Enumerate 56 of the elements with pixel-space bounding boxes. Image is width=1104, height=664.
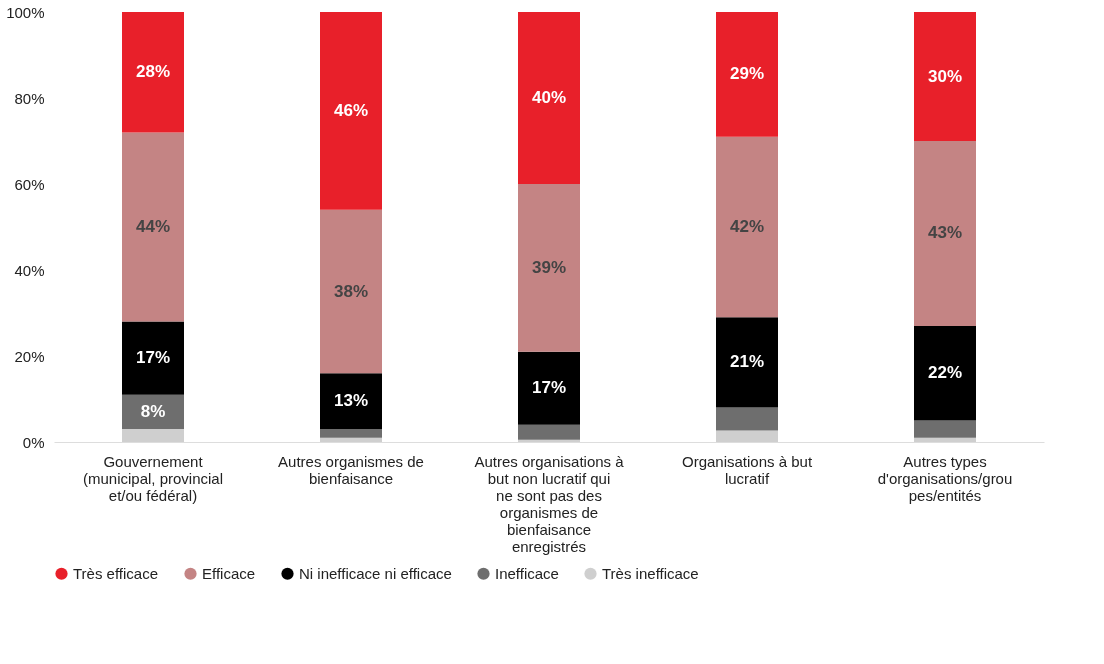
data-label: 29% <box>729 64 765 84</box>
bar <box>716 317 778 408</box>
bar <box>716 12 778 137</box>
data-label: 17% <box>135 348 171 368</box>
legend-label: Très inefficace <box>602 564 699 582</box>
y-tick-label: 100% <box>6 3 45 21</box>
bar <box>518 184 580 352</box>
x-tick-label: Autres organisations à but non lucratif qui ne sont pas des organismes de bienfaisance enregistrés <box>474 452 625 555</box>
x-tick-label: Autres types d'organisations/grou pes/entités <box>877 452 1013 504</box>
data-label: 28% <box>135 62 171 82</box>
data-label: 17% <box>531 378 567 398</box>
bar <box>518 12 580 184</box>
data-label: 43% <box>927 223 963 243</box>
bar <box>320 373 382 430</box>
bar <box>320 12 382 210</box>
x-tick-label: Autres organismes de bienfaisance <box>278 452 424 487</box>
y-tick-label: 20% <box>14 347 45 365</box>
legend-label: Ni inefficace ni efficace <box>299 564 452 582</box>
bar <box>914 325 976 421</box>
bar <box>320 209 382 374</box>
bar <box>914 420 976 438</box>
data-label: 8% <box>140 401 166 421</box>
data-label: 22% <box>927 363 963 383</box>
bar <box>518 351 580 425</box>
bar <box>716 407 778 431</box>
bar <box>914 12 976 141</box>
x-tick-label: Gouvernement (municipal, provincial et/ou fédéral) <box>82 452 224 504</box>
legend-label: Efficace <box>202 564 256 582</box>
bar <box>122 321 184 395</box>
bar <box>320 429 382 438</box>
data-label: 40% <box>531 88 567 107</box>
bar <box>518 424 580 440</box>
legend-label: Très efficace <box>73 564 159 582</box>
x-tick-label: Organisations à but lucratif <box>681 452 813 487</box>
data-label: 42% <box>729 217 765 236</box>
y-tick-label: 0% <box>22 433 45 451</box>
data-label: 30% <box>927 66 963 86</box>
data-label: 44% <box>135 217 171 236</box>
y-tick-label: 60% <box>14 175 45 193</box>
data-label: 46% <box>333 100 369 120</box>
bar <box>320 437 382 442</box>
bar <box>914 437 976 442</box>
data-label: 38% <box>333 281 369 301</box>
legend-label: Inefficace <box>495 564 559 582</box>
data-label: 13% <box>333 391 369 411</box>
bar <box>914 141 976 326</box>
bar <box>716 430 778 442</box>
y-tick-label: 80% <box>14 89 45 107</box>
bar <box>122 12 184 133</box>
y-tick-label: 40% <box>14 261 45 279</box>
bar <box>518 439 580 442</box>
bar <box>122 429 184 442</box>
bar <box>716 136 778 318</box>
data-label: 21% <box>729 352 765 372</box>
data-label: 39% <box>531 257 567 277</box>
bar <box>122 132 184 322</box>
